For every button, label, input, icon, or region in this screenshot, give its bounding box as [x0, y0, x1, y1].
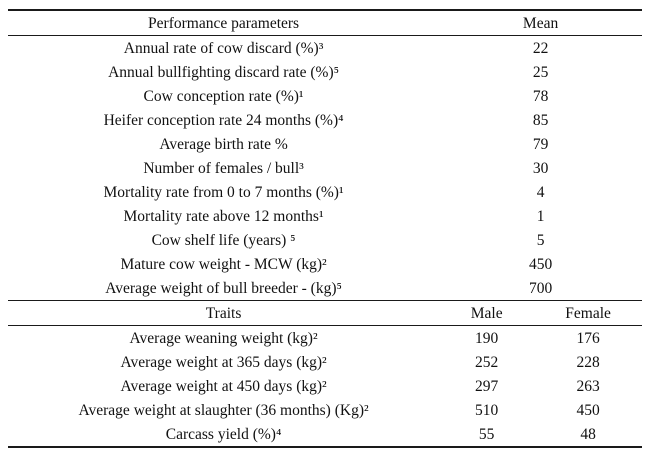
table-row: Heifer conception rate 24 months (%)⁴ 85	[8, 108, 642, 132]
table-row: Mortality rate from 0 to 7 months (%)¹ 4	[8, 180, 642, 204]
param-label: Annual rate of cow discard (%)³	[123, 39, 324, 57]
female-value: 176	[576, 329, 600, 347]
female-value: 263	[576, 377, 600, 395]
performance-parameters-table: Performance parameters Mean Annual rate …	[8, 9, 642, 448]
trait-label: Carcass yield (%)⁴	[165, 425, 282, 443]
female-value: 450	[576, 401, 600, 419]
param-label: Average birth rate %	[159, 135, 288, 153]
table-row: Cow conception rate (%)¹ 78	[8, 84, 642, 108]
section1-header-mean: Mean	[439, 10, 642, 36]
table-row: Annual bullfighting discard rate (%)⁵ 25	[8, 60, 642, 84]
section2-header-female: Female	[534, 300, 642, 326]
table-row: Average birth rate % 79	[8, 132, 642, 156]
male-value: 252	[475, 353, 499, 371]
param-label: Cow shelf life (years) ⁵	[151, 231, 296, 249]
mean-value: 5	[536, 231, 545, 249]
table-row: Mortality rate above 12 months¹ 1	[8, 204, 642, 228]
mean-value: 1	[536, 207, 545, 225]
param-label: Heifer conception rate 24 months (%)⁴	[103, 111, 344, 129]
section1-header-param: Performance parameters	[8, 10, 440, 36]
table-row: Average weight at 365 days (kg)² 252 228	[8, 350, 642, 374]
table-row: Carcass yield (%)⁴ 55 48	[8, 422, 642, 447]
param-label: Mortality rate above 12 months¹	[123, 207, 324, 225]
female-value: 228	[576, 353, 600, 371]
trait-label: Average weight at 365 days (kg)²	[120, 353, 327, 371]
trait-label: Average weight at 450 days (kg)²	[120, 377, 327, 395]
section2-header-male: Male	[439, 300, 535, 326]
table-row: Average weight at 450 days (kg)² 297 263	[8, 374, 642, 398]
table-row: Average weight at slaughter (36 months) …	[8, 398, 642, 422]
section2-header-traits: Traits	[8, 300, 440, 326]
male-value: 510	[475, 401, 499, 419]
section1-header-row: Performance parameters Mean	[8, 10, 642, 36]
table-row: Average weight of bull breeder - (kg)⁵ 7…	[8, 276, 642, 301]
mean-value: 85	[532, 111, 549, 129]
table-row: Average weaning weight (kg)² 190 176	[8, 326, 642, 351]
mean-value: 22	[532, 39, 549, 57]
mean-value: 4	[536, 183, 545, 201]
mean-value: 25	[532, 63, 549, 81]
param-label: Average weight of bull breeder - (kg)⁵	[8, 276, 440, 301]
table-row: Mature cow weight - MCW (kg)² 450	[8, 252, 642, 276]
table-row: Number of females / bull³ 30	[8, 156, 642, 180]
male-value: 55	[478, 425, 495, 443]
param-label: Cow conception rate (%)¹	[143, 87, 304, 105]
trait-label: Average weaning weight (kg)²	[129, 329, 318, 347]
mean-value: 700	[439, 276, 642, 301]
mean-value: 450	[528, 255, 553, 273]
mean-value: 78	[532, 87, 549, 105]
mean-value: 30	[532, 159, 549, 177]
param-label: Mortality rate from 0 to 7 months (%)¹	[103, 183, 344, 201]
section2-header-row: Traits Male Female	[8, 300, 642, 326]
table-row: Cow shelf life (years) ⁵ 5	[8, 228, 642, 252]
male-value: 190	[475, 329, 499, 347]
mean-value: 79	[532, 135, 549, 153]
trait-label: Average weight at slaughter (36 months) …	[78, 401, 369, 419]
table-row: Annual rate of cow discard (%)³ 22	[8, 36, 642, 61]
female-value: 48	[580, 425, 596, 443]
param-label: Number of females / bull³	[143, 159, 304, 177]
param-label: Annual bullfighting discard rate (%)⁵	[108, 63, 340, 81]
male-value: 297	[475, 377, 499, 395]
param-label: Mature cow weight - MCW (kg)²	[120, 255, 327, 273]
